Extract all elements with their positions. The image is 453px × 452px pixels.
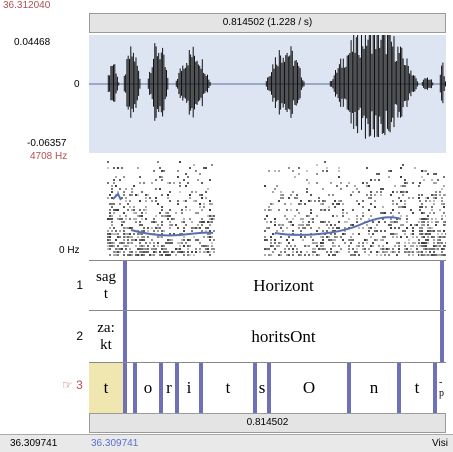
- tier-number-3: 3: [76, 378, 83, 392]
- spectrogram-min-label: 0 Hz: [59, 245, 80, 256]
- tier-3-boundary[interactable]: [397, 363, 401, 413]
- selection-duration-bottom-bar[interactable]: 0.814502: [89, 413, 446, 433]
- tier-3-interval[interactable]: t: [414, 378, 420, 397]
- tier-number-2: 2: [76, 329, 83, 343]
- tier-1-boundary-end[interactable]: [440, 261, 444, 310]
- tier-3-interval[interactable]: n: [369, 378, 379, 397]
- tier-2-boundary[interactable]: [123, 311, 127, 362]
- cursor-time-label: 36.312040: [3, 0, 51, 11]
- spectrogram-panel[interactable]: [89, 153, 447, 260]
- tier-3-boundary[interactable]: [133, 363, 137, 413]
- tier-1[interactable]: sag t Horizont: [89, 260, 446, 310]
- status-visible-label[interactable]: Visi: [432, 438, 448, 449]
- waveform-panel[interactable]: [89, 23, 446, 153]
- tier-3-interval[interactable]: O: [302, 378, 316, 397]
- tier-3-interval[interactable]: s: [258, 378, 266, 397]
- selection-duration-bar[interactable]: 0.814502 (1.228 / s): [89, 13, 446, 33]
- tier-1-boundary[interactable]: [123, 261, 127, 310]
- tier-3-boundary[interactable]: [199, 363, 203, 413]
- tier-2[interactable]: za: kt horitsOnt: [89, 310, 446, 362]
- spectrogram-max-label: 4708 Hz: [30, 151, 68, 162]
- pitch-contour-start: [112, 192, 122, 201]
- tier-3-boundary[interactable]: [267, 363, 271, 413]
- tier-2-interval-1[interactable]: horitsOnt: [251, 326, 316, 346]
- tier-3-marker[interactable]: ☞ 3: [62, 378, 83, 392]
- tier-3-boundary[interactable]: [433, 363, 437, 413]
- tier-3-boundary[interactable]: [123, 363, 127, 413]
- tier-number-1: 1: [76, 278, 83, 292]
- waveform-max-label: 0.04468: [14, 37, 51, 48]
- tier-3-interval[interactable]: r: [166, 378, 172, 397]
- tier-3-interval[interactable]: i: [186, 378, 192, 397]
- tier-3[interactable]: t o r i t s O n t - p: [89, 362, 446, 413]
- tier-2-boundary-end[interactable]: [440, 311, 444, 362]
- pitch-contour-1: [130, 229, 214, 237]
- pointing-hand-icon: ☞: [62, 378, 73, 392]
- tier-1-interval-0[interactable]: sag t: [96, 268, 116, 302]
- waveform-zero-label: 0: [74, 79, 80, 90]
- tier-3-interval-selected[interactable]: t: [89, 363, 123, 413]
- tier-3-boundary[interactable]: [175, 363, 179, 413]
- waveform-svg: [89, 23, 446, 139]
- tier-1-interval-1[interactable]: Horizont: [253, 275, 314, 295]
- status-start-time[interactable]: 36.309741: [10, 438, 58, 449]
- tier-3-boundary[interactable]: [347, 363, 351, 413]
- tier-3-boundary[interactable]: [159, 363, 163, 413]
- tier-3-boundary[interactable]: [253, 363, 257, 413]
- spectrogram-svg: [107, 161, 447, 256]
- tier-3-interval[interactable]: o: [143, 378, 153, 397]
- waveform-min-label: -0.06357: [27, 138, 67, 149]
- status-bar: 36.309741 36.309741 Visi: [0, 434, 453, 452]
- tier-3-interval[interactable]: t: [225, 378, 231, 397]
- tier-3-interval-partial[interactable]: - p: [439, 377, 444, 399]
- status-start-time-blue[interactable]: 36.309741: [91, 438, 139, 449]
- tier-2-interval-0[interactable]: za: kt: [97, 319, 115, 353]
- pitch-contour-2: [274, 216, 402, 236]
